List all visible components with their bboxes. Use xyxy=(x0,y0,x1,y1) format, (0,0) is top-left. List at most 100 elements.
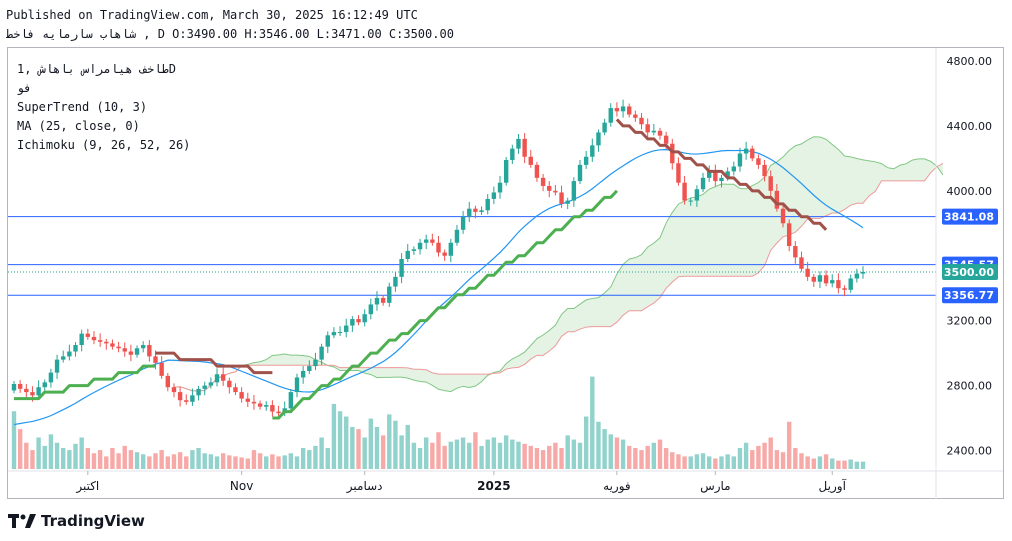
candle-body xyxy=(184,400,189,402)
candle-body xyxy=(842,288,847,290)
volume-bar xyxy=(344,416,349,469)
volume-bar xyxy=(583,416,589,469)
volume-bar xyxy=(190,450,195,469)
ichimoku-span-b xyxy=(173,163,944,392)
volume-bar xyxy=(300,448,306,469)
candle-body xyxy=(657,130,663,136)
volume-bar xyxy=(602,429,607,469)
volume-bar xyxy=(830,458,835,469)
time-axis[interactable]: اکتبر Nov دسامبر 2025 فوريه مارس آوريل xyxy=(8,470,1003,494)
volume-bar xyxy=(836,460,841,469)
volume-bar xyxy=(48,434,54,469)
volume-bar xyxy=(651,442,657,469)
volume-bar xyxy=(257,453,263,469)
volume-bar xyxy=(559,448,564,469)
volume-bar xyxy=(448,441,454,469)
volume-bar xyxy=(442,445,447,469)
volume-bar xyxy=(11,411,17,469)
candle-body xyxy=(116,346,121,349)
candle-body xyxy=(36,387,41,396)
volume-bar xyxy=(663,448,669,469)
volume-bar xyxy=(61,448,66,469)
volume-bar xyxy=(79,437,84,469)
legend-ichimoku[interactable]: Ichimoku (9, 26, 52, 26) xyxy=(17,138,191,152)
candle-body xyxy=(805,268,810,277)
candle-body xyxy=(571,181,577,201)
candle-body xyxy=(11,383,17,391)
volume-bar xyxy=(713,458,718,469)
volume-bar xyxy=(122,445,127,469)
volume-bar xyxy=(620,439,626,469)
volume-bar xyxy=(596,421,601,469)
candle-body xyxy=(411,249,417,251)
candle-body xyxy=(387,286,392,303)
volume-bar xyxy=(153,453,158,469)
candle-body xyxy=(300,370,306,378)
volume-bar xyxy=(454,439,460,469)
time-tick-label: Nov xyxy=(230,479,253,493)
volume-bar xyxy=(319,437,324,469)
candle-body xyxy=(417,242,423,250)
candle-body xyxy=(393,276,398,287)
supertrend-segment-down xyxy=(615,118,828,231)
volume-bar xyxy=(485,439,490,469)
candle-body xyxy=(577,164,583,182)
volume-bar xyxy=(645,445,650,469)
supertrend-segment-up xyxy=(272,189,619,420)
candle-body xyxy=(534,164,540,178)
candle-body xyxy=(214,374,220,383)
volume-bar xyxy=(534,448,540,469)
volume-bar xyxy=(497,442,503,469)
price-axis[interactable]: 4800.00 4400.00 4000.00 3200.00 2800.00 2400.… xyxy=(935,48,998,499)
candle-body xyxy=(430,239,435,243)
candle-body xyxy=(54,359,60,373)
candle-body xyxy=(608,108,613,123)
volume-bar xyxy=(553,442,558,469)
volume-bar xyxy=(24,442,29,469)
candle-body xyxy=(362,314,367,323)
candle-body xyxy=(817,275,823,282)
volume-bar xyxy=(91,453,97,469)
volume-bar xyxy=(491,437,497,469)
chart-frame[interactable] xyxy=(7,47,1004,499)
price-tick-label: 2800.00 xyxy=(947,380,993,393)
volume-bar xyxy=(805,456,810,469)
candle-body xyxy=(264,405,269,407)
candle-body xyxy=(479,210,484,212)
volume-bar xyxy=(423,437,429,469)
candle-body xyxy=(159,362,164,376)
supertrend-segment-down xyxy=(155,351,273,375)
ohlc-caption: شاهاب سارمايه فاخط , D O:3490.00 H:3546.… xyxy=(6,27,454,41)
legend-ma[interactable]: MA (25, close, 0) xyxy=(17,119,140,133)
volume-bar xyxy=(719,456,724,469)
candle-body xyxy=(319,346,324,360)
candle-body xyxy=(104,341,109,344)
volume-bar xyxy=(405,424,410,469)
tradingview-brand[interactable]: TradingView xyxy=(8,512,145,530)
candle-body xyxy=(399,259,404,277)
volume-bar xyxy=(399,435,404,469)
candle-body xyxy=(442,252,447,256)
volume-bar xyxy=(374,427,380,469)
price-line-badge xyxy=(942,208,998,225)
volume-bar xyxy=(239,457,244,469)
candle-body xyxy=(251,401,257,404)
price-line-label: 3841.08 xyxy=(944,211,994,224)
candle-body xyxy=(257,403,263,407)
candle-body xyxy=(651,130,657,133)
candle-body xyxy=(128,351,134,355)
candle-body xyxy=(91,336,97,341)
legend-exchange: فو xyxy=(17,81,32,95)
volume-bar xyxy=(177,452,183,469)
legend-supertrend[interactable]: SuperTrend (10, 3) xyxy=(17,100,148,114)
volume-bar xyxy=(565,435,570,469)
volume-bar xyxy=(147,456,152,469)
candles xyxy=(11,99,866,420)
candle-body xyxy=(553,190,558,193)
volume-bar xyxy=(356,429,361,469)
volume-bar xyxy=(208,454,214,469)
candle-body xyxy=(780,208,786,224)
candle-body xyxy=(436,242,441,253)
candle-body xyxy=(190,395,195,402)
